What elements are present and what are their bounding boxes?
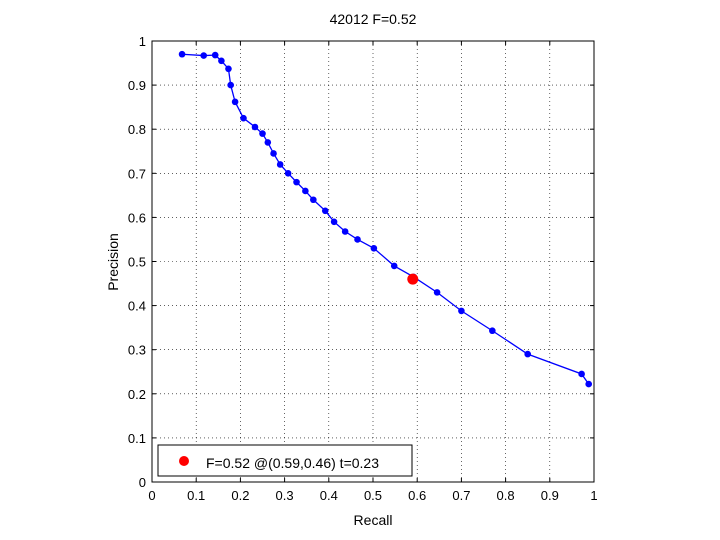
pr-curve-point	[270, 150, 277, 157]
axis-ticks	[151, 40, 595, 483]
x-tick-label: 0.1	[187, 488, 205, 503]
x-tick-labels: 0 0.1 0.2 0.3 0.4 0.5 0.6 0.7 0.8 0.9 1	[148, 488, 597, 503]
pr-curve-point	[284, 170, 292, 177]
y-tick-labels: 0 0.1 0.2 0.3 0.4 0.5 0.6 0.7 0.8 0.9 1	[128, 34, 146, 490]
pr-curve-point	[276, 161, 284, 168]
x-tick-label: 0.2	[231, 488, 249, 503]
pr-curve-point	[489, 327, 496, 335]
pr-curve-point	[200, 52, 208, 59]
pr-curve-point	[370, 244, 378, 252]
best-f-point	[407, 273, 419, 285]
pr-curve-point	[330, 218, 338, 226]
y-tick-label: 0.4	[128, 299, 146, 314]
pr-curve-point	[264, 139, 272, 146]
pr-curve-point	[293, 178, 300, 186]
pr-curve-point	[321, 207, 329, 215]
y-tick-label: 0	[139, 475, 146, 490]
best-point-layer	[407, 273, 419, 285]
x-tick-label: 0.9	[541, 488, 559, 503]
pr-curve-point	[524, 350, 531, 358]
pr-curve-point	[225, 65, 232, 73]
legend: F=0.52 @(0.59,0.46) t=0.23	[157, 444, 413, 477]
chart-title: 42012 F=0.52	[330, 11, 417, 27]
legend-label: F=0.52 @(0.59,0.46) t=0.23	[206, 455, 379, 471]
y-tick-label: 0.8	[128, 122, 146, 137]
x-tick-label: 0	[148, 488, 155, 503]
y-tick-label: 0.1	[128, 431, 146, 446]
x-tick-label: 0.4	[320, 488, 338, 503]
y-tick-label: 0.2	[128, 387, 146, 402]
pr-curve-point	[211, 51, 219, 59]
pr-curve-point	[251, 123, 259, 131]
x-axis-label: Recall	[354, 512, 393, 528]
pr-curve-point	[354, 236, 361, 243]
pr-curve-point	[341, 228, 349, 235]
y-tick-label: 1	[139, 34, 146, 49]
pr-curve-point	[240, 114, 247, 122]
pr-curve-point	[227, 81, 234, 89]
y-tick-label: 0.6	[128, 210, 146, 225]
pr-curve-point	[578, 370, 585, 378]
pr-curve-point	[259, 130, 266, 137]
pr-curve-point	[302, 187, 309, 195]
pr-curve-point	[231, 98, 239, 106]
y-tick-label: 0.7	[128, 166, 146, 181]
pr-curve-point	[390, 262, 398, 270]
pr-curve-point	[585, 380, 592, 388]
y-tick-label: 0.3	[128, 343, 146, 358]
legend-box	[157, 444, 413, 477]
series-layer	[178, 50, 592, 388]
y-tick-label: 0.5	[128, 255, 146, 270]
pr-curve-point	[178, 50, 186, 58]
x-tick-label: 0.5	[364, 488, 382, 503]
x-tick-label: 1	[590, 488, 597, 503]
pr-curve-point	[433, 289, 441, 296]
x-tick-label: 0.6	[408, 488, 426, 503]
pr-curve-point	[218, 57, 225, 65]
grid	[152, 41, 594, 482]
y-axis-label: Precision	[105, 233, 121, 291]
y-tick-label: 0.9	[128, 78, 146, 93]
x-tick-label: 0.8	[497, 488, 515, 503]
pr-curve-point	[310, 196, 317, 204]
x-tick-label: 0.7	[452, 488, 470, 503]
x-tick-label: 0.3	[276, 488, 294, 503]
legend-marker	[179, 456, 189, 466]
pr-curve-point	[458, 307, 465, 315]
